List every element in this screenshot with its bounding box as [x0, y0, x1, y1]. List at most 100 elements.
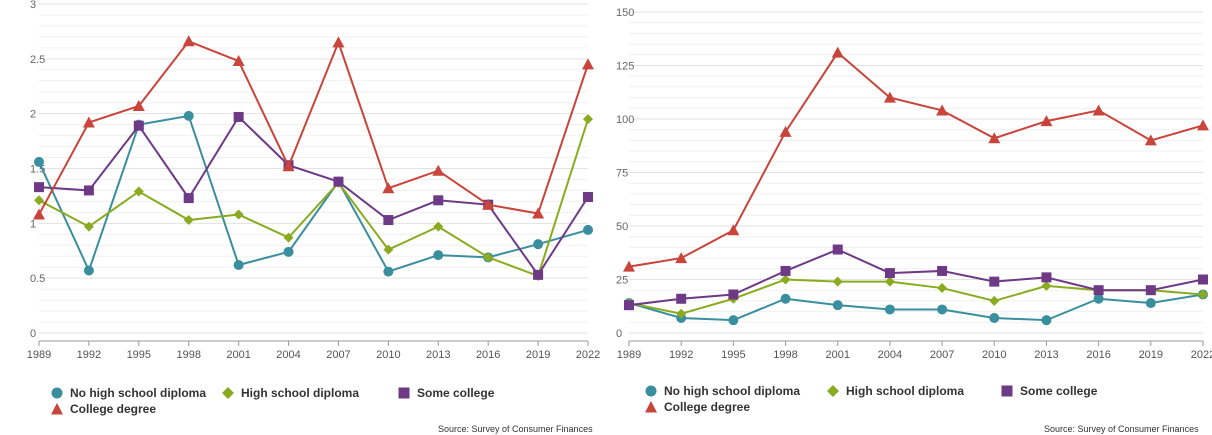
x-tick-label: 2016	[476, 349, 500, 361]
right-chart-panel: 0 25 50 75 100 125 150 1989 1992 1995 1998 2001 2004…	[606, 0, 1212, 435]
data-point	[780, 265, 791, 276]
data-point	[728, 315, 739, 326]
y-tick-label: 125	[616, 61, 634, 73]
data-point	[884, 268, 895, 279]
series-line	[38, 115, 589, 277]
data-point	[583, 224, 593, 235]
x-tick-label: 1998	[773, 349, 797, 361]
data-point	[333, 176, 344, 187]
series-line	[628, 293, 1204, 322]
data-point	[82, 116, 95, 128]
legend-item-some-college[interactable]: Some college	[1000, 384, 1097, 398]
data-point	[132, 99, 145, 111]
legend-item-high-school[interactable]: High school diploma	[826, 384, 964, 398]
series-college-degree	[33, 35, 594, 220]
data-point	[884, 304, 895, 315]
circle-marker-icon	[51, 387, 63, 399]
series-some-college	[34, 111, 593, 280]
y-tick-label: 0.5	[30, 273, 45, 285]
data-point	[1198, 274, 1208, 285]
x-tick-label: 1989	[27, 349, 51, 361]
x-tick-label: 2007	[326, 349, 350, 361]
gridlines	[39, 3, 588, 334]
series-high-school-diploma	[34, 114, 593, 281]
x-tick-label: 2004	[878, 349, 902, 361]
data-point	[332, 36, 345, 48]
x-tick-label: 1989	[617, 349, 641, 361]
x-tick-label: 2010	[376, 349, 400, 361]
data-point	[233, 260, 244, 271]
y-tick-label: 2.5	[30, 54, 45, 66]
data-point	[623, 260, 635, 272]
data-point	[884, 276, 895, 287]
legend-item-some-college[interactable]: Some college	[397, 386, 494, 400]
data-point	[937, 304, 948, 315]
data-point	[182, 35, 195, 47]
legend-item-high-school[interactable]: High school diploma	[221, 386, 359, 400]
data-point	[624, 300, 634, 311]
data-point	[936, 104, 949, 116]
data-point	[1040, 115, 1053, 127]
legend-label: Some college	[1020, 384, 1098, 398]
data-point	[1093, 293, 1104, 304]
data-point	[1145, 285, 1156, 296]
data-point	[383, 244, 394, 255]
legend-item-no-high-school[interactable]: No high school diploma	[644, 384, 800, 398]
data-point	[937, 283, 948, 294]
x-tick-label: 1998	[176, 349, 200, 361]
data-point	[532, 207, 545, 219]
data-point	[133, 186, 144, 197]
source-note: Source: Survey of Consumer Finances	[438, 424, 593, 434]
series-line	[38, 114, 589, 274]
data-point	[989, 276, 1000, 287]
y-tick-label: 100	[616, 114, 634, 126]
right-line-chart: 0 25 50 75 100 125 150 1989 1992 1995 1998 2001 2004…	[616, 7, 1212, 361]
data-point	[433, 250, 444, 261]
y-tick-label: 50	[616, 221, 628, 233]
data-point	[937, 265, 948, 276]
data-point	[1198, 289, 1208, 300]
series-line	[38, 118, 589, 278]
data-point	[1041, 280, 1052, 291]
gridlines	[629, 11, 1203, 334]
data-point	[1092, 104, 1105, 116]
data-point	[675, 252, 688, 264]
data-point	[533, 239, 544, 250]
y-tick-label: 1	[30, 218, 36, 230]
data-point	[83, 185, 94, 196]
data-point	[482, 198, 495, 210]
data-point	[34, 195, 44, 206]
data-point	[83, 221, 94, 232]
legend-item-college-degree[interactable]: College degree	[50, 402, 156, 416]
x-tick-label: 2022	[1191, 349, 1212, 361]
data-point	[183, 110, 194, 121]
legend-label: High school diploma	[241, 386, 360, 400]
data-point	[383, 215, 394, 226]
data-point	[433, 221, 444, 232]
square-marker-icon	[398, 387, 410, 399]
legend-label: College degree	[70, 402, 157, 416]
data-point	[780, 274, 791, 285]
y-tick-label: 150	[616, 7, 634, 19]
data-point	[1144, 134, 1157, 146]
x-tick-label: 1995	[127, 349, 151, 361]
left-chart-panel: 0 0.5 1 1.5 2 2.5 3 1989 1992 1995 1998 2001 2004 200…	[27, 0, 600, 434]
data-point	[988, 132, 1001, 144]
data-point	[34, 182, 44, 193]
data-point	[1145, 298, 1156, 309]
data-point	[1041, 315, 1052, 326]
legend-item-college-degree[interactable]: College degree	[644, 400, 750, 414]
x-tick-label: 2001	[825, 349, 849, 361]
legend-item-no-high-school[interactable]: No high school diploma	[50, 386, 206, 400]
legend-label: Some college	[417, 386, 495, 400]
data-point	[83, 265, 94, 276]
diamond-marker-icon	[827, 385, 839, 397]
y-tick-label: 3	[30, 0, 36, 11]
data-point	[676, 293, 687, 304]
data-point	[233, 209, 244, 220]
data-point	[383, 266, 394, 277]
data-point	[233, 111, 244, 122]
x-tick-label: 1992	[669, 349, 693, 361]
data-point	[779, 125, 792, 137]
